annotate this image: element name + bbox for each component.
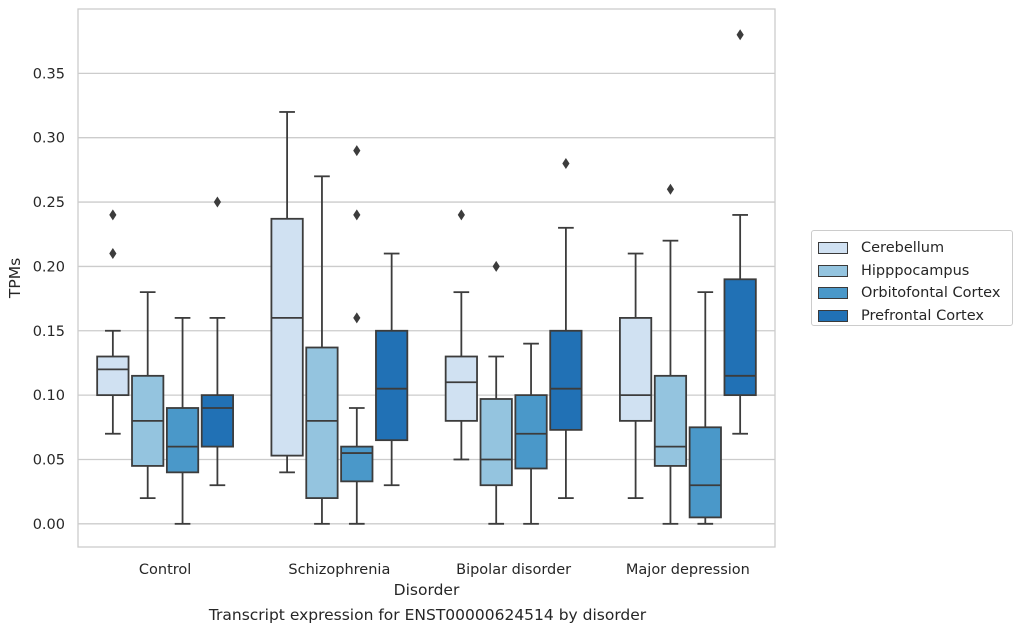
y-axis-label: TPMs	[6, 258, 24, 299]
legend-swatch	[818, 264, 848, 277]
box-1-3	[375, 252, 409, 487]
outlier-point	[562, 157, 570, 169]
box-2-1	[479, 260, 513, 525]
legend-item: Hipppocampus	[818, 260, 1012, 283]
box-1-0	[270, 111, 304, 474]
box-0-3	[200, 196, 234, 487]
legend-item: Prefrontal Cortex	[818, 305, 1012, 328]
outlier-point	[666, 183, 675, 195]
outlier-point	[353, 209, 361, 221]
legend-label: Orbitofontal Cortex	[861, 285, 1001, 302]
box-2-0	[444, 209, 478, 461]
box-0-0	[96, 209, 130, 435]
iqr-box	[549, 329, 583, 431]
box-1-2	[340, 145, 374, 525]
iqr-box	[165, 407, 200, 474]
outlier-point	[109, 209, 117, 221]
outlier-point	[457, 209, 465, 221]
outlier-point	[736, 29, 744, 41]
iqr-box	[340, 445, 374, 483]
box-2-2	[514, 342, 548, 525]
x-tick-label: Major depression	[626, 562, 750, 578]
legend-swatch	[818, 287, 848, 300]
x-axis-label: Disorder	[394, 581, 460, 599]
legend-item: Orbitofontal Cortex	[818, 282, 1012, 305]
y-tick-label: 0.30	[33, 131, 65, 147]
iqr-box	[270, 217, 304, 457]
box-3-1	[653, 183, 688, 525]
box-0-2	[165, 316, 200, 525]
legend-swatch	[818, 309, 848, 322]
iqr-box	[723, 278, 757, 397]
y-tick-label: 0.15	[33, 324, 65, 340]
outlier-point	[492, 260, 500, 272]
legend-label: Cerebellum	[861, 240, 945, 257]
iqr-box	[619, 316, 653, 422]
y-tick-label: 0.00	[33, 517, 65, 533]
outlier-point	[353, 145, 361, 157]
x-tick-label: Control	[139, 562, 191, 578]
legend-label: Hipppocampus	[861, 262, 970, 279]
box-1-1	[305, 175, 339, 525]
iqr-box	[200, 394, 234, 448]
legend: Cerebellum Hipppocampus Orbitofontal Corte…	[811, 230, 1013, 326]
legend-swatch	[818, 242, 848, 255]
iqr-box	[479, 398, 513, 487]
box-2-3	[549, 157, 583, 499]
iqr-box	[444, 355, 478, 422]
box-3-2	[688, 291, 722, 525]
iqr-box	[305, 346, 339, 499]
legend-item: Cerebellum	[818, 237, 1012, 260]
iqr-box	[653, 374, 688, 467]
iqr-box	[96, 355, 130, 397]
axis-ticks: 0.00 0.05 0.10 0.15 0.20 0.25 0.30 0.35 Control S…	[33, 66, 750, 578]
chart-caption: Transcript expression for ENST0000062451…	[208, 606, 647, 624]
outlier-point	[353, 312, 361, 324]
x-tick-label: Bipolar disorder	[456, 562, 571, 578]
plot-area-frame	[77, 8, 776, 548]
x-tick-label: Schizophrenia	[288, 562, 390, 578]
iqr-box	[688, 426, 722, 519]
box-3-3	[723, 29, 757, 435]
y-tick-label: 0.20	[33, 259, 65, 275]
box-groups	[96, 29, 757, 525]
iqr-box	[375, 329, 409, 442]
outlier-point	[109, 248, 117, 260]
box-3-0	[619, 252, 653, 499]
y-tick-label: 0.25	[33, 195, 65, 211]
y-tick-label: 0.35	[33, 66, 65, 82]
y-tick-label: 0.10	[33, 388, 65, 404]
iqr-box	[514, 394, 548, 470]
outlier-point	[213, 196, 221, 208]
y-tick-label: 0.05	[33, 452, 65, 468]
box-0-1	[131, 291, 165, 499]
legend-label: Prefrontal Cortex	[861, 307, 984, 324]
